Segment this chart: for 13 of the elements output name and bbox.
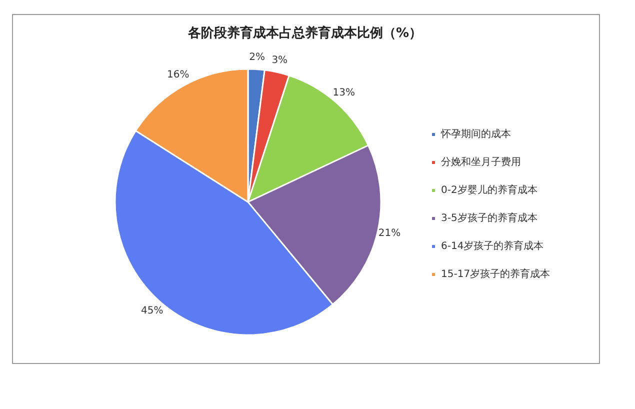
data-label: 21% xyxy=(378,228,401,240)
legend-label: 分娩和坐月子费用 xyxy=(441,156,521,168)
data-label: 3% xyxy=(272,54,288,66)
chart-title: 各阶段养育成本占总养育成本比例（%） xyxy=(186,25,422,41)
data-label: 2% xyxy=(249,52,266,63)
data-label: 13% xyxy=(332,88,356,99)
legend-label: 0-2岁婴儿的养育成本 xyxy=(441,184,538,196)
legend-label: 6-14岁孩子的养育成本 xyxy=(441,240,544,252)
data-label: 16% xyxy=(167,69,190,80)
legend-label: 怀孕期间的成本 xyxy=(440,128,511,140)
legend-label: 15-17岁孩子的养育成本 xyxy=(441,268,550,280)
data-label: 45% xyxy=(140,305,164,316)
legend-label: 3-5岁孩子的养育成本 xyxy=(441,212,538,224)
